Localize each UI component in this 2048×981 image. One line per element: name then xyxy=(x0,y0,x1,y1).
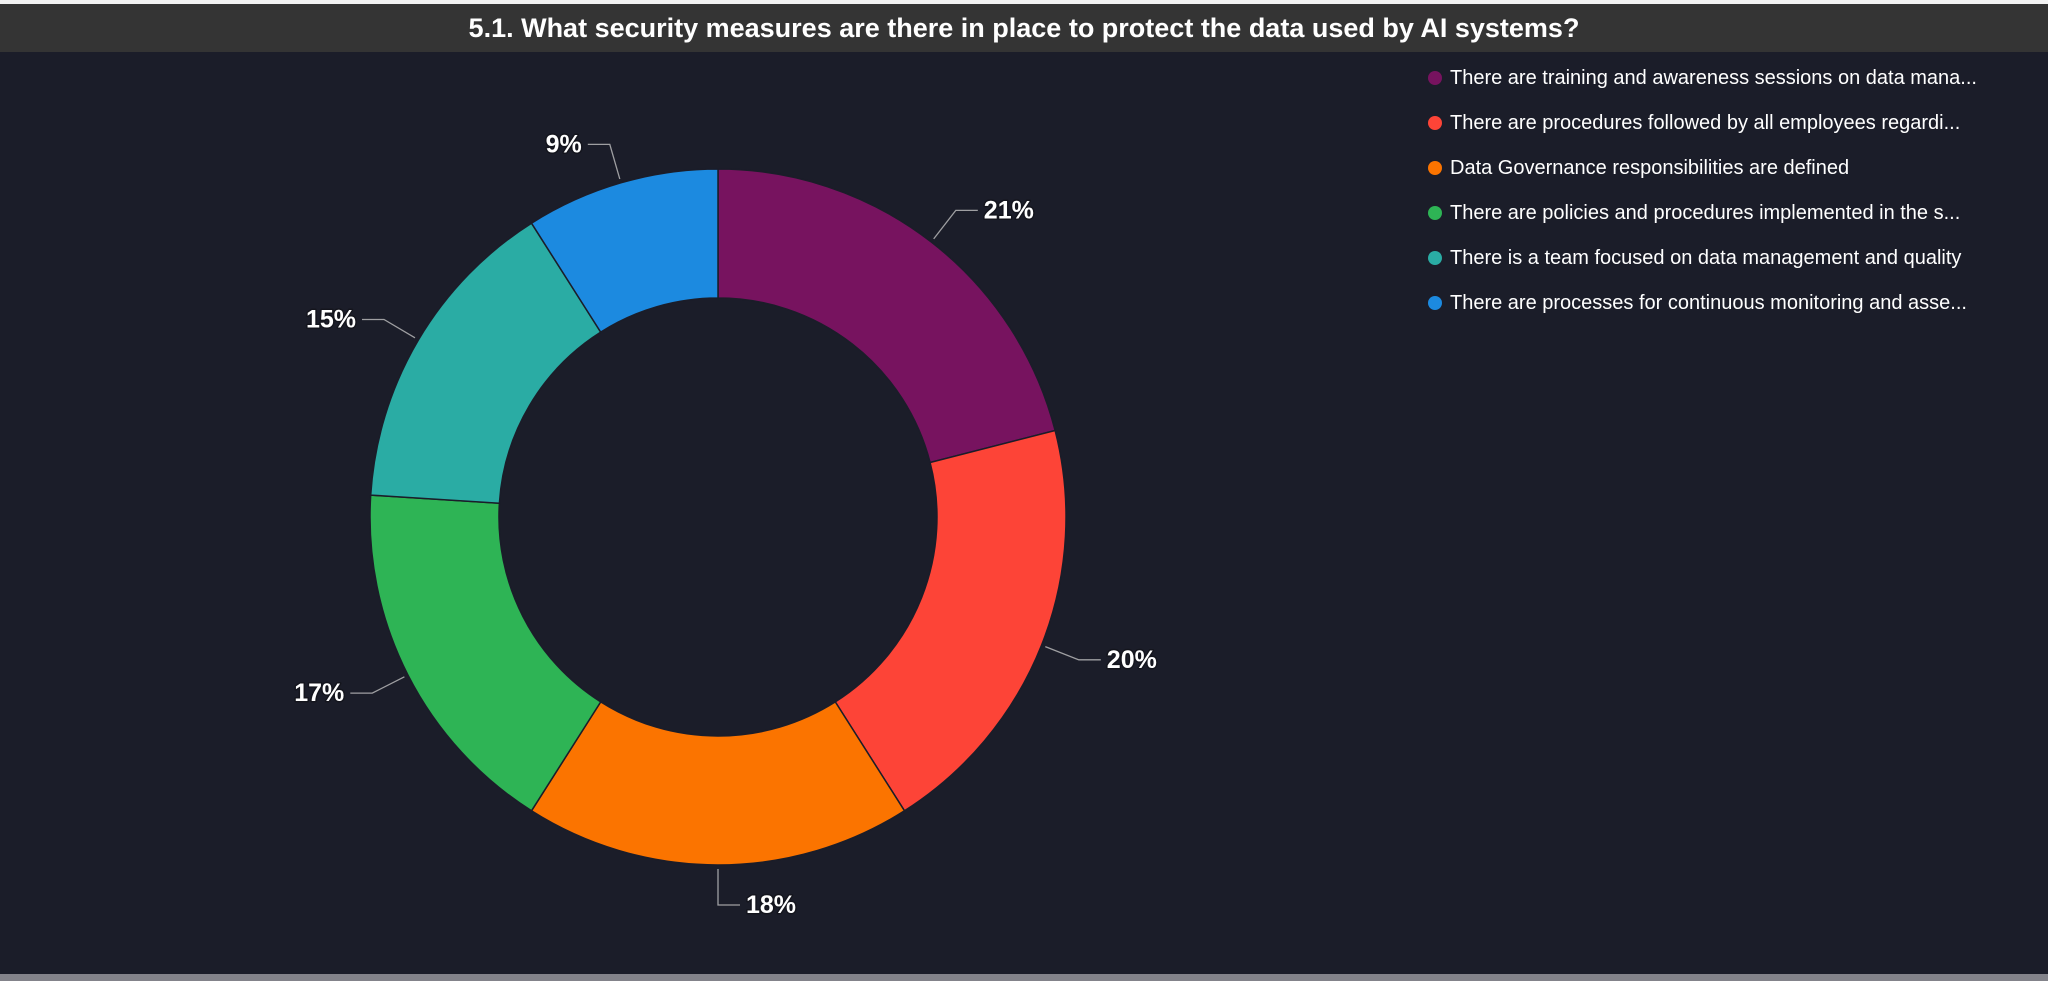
data-label: 21% xyxy=(984,196,1034,224)
chart-canvas: 21% 20% 18% 17% 15% 9% There are training and… xyxy=(0,52,2048,974)
window-top-edge xyxy=(0,0,2048,4)
legend-item-3[interactable]: There are policies and procedures implem… xyxy=(1428,202,2038,224)
legend-item-0[interactable]: There are training and awareness session… xyxy=(1428,67,2038,89)
label-leader-line xyxy=(350,676,405,694)
chart-legend: There are training and awareness session… xyxy=(1428,67,2038,337)
data-label: 15% xyxy=(306,306,356,334)
legend-color-dot xyxy=(1428,206,1442,220)
legend-label: There are processes for continuous monit… xyxy=(1450,291,1967,314)
label-leader-line xyxy=(362,318,416,339)
donut-slice-2[interactable] xyxy=(530,700,906,866)
donut-slice-4[interactable] xyxy=(369,222,602,504)
donut-slice-3[interactable] xyxy=(369,494,602,812)
legend-item-4[interactable]: There is a team focused on data manageme… xyxy=(1428,247,2038,269)
label-leader-line xyxy=(587,143,621,180)
data-label: 9% xyxy=(546,130,582,158)
legend-color-dot xyxy=(1428,161,1442,175)
donut-slice-5[interactable] xyxy=(530,168,719,334)
label-leader-line xyxy=(1045,645,1101,661)
label-leader-line xyxy=(717,869,740,906)
data-label: 18% xyxy=(746,891,796,919)
label-leader-line xyxy=(933,209,978,240)
legend-color-dot xyxy=(1428,251,1442,265)
data-label: 20% xyxy=(1107,646,1157,674)
data-label: 17% xyxy=(294,679,344,707)
legend-color-dot xyxy=(1428,296,1442,310)
legend-item-5[interactable]: There are processes for continuous monit… xyxy=(1428,292,2038,314)
legend-label: There are training and awareness session… xyxy=(1450,66,1977,89)
legend-label: There is a team focused on data manageme… xyxy=(1450,246,1962,269)
donut-chart: 21% 20% 18% 17% 15% 9% xyxy=(293,129,1159,921)
legend-label: Data Governance responsibilities are def… xyxy=(1450,156,1850,179)
legend-label: There are procedures followed by all emp… xyxy=(1450,111,1961,134)
legend-label: There are policies and procedures implem… xyxy=(1450,201,1961,224)
page-title: 5.1. What security measures are there in… xyxy=(468,12,1580,43)
donut-slice-1[interactable] xyxy=(834,429,1067,812)
legend-item-2[interactable]: Data Governance responsibilities are def… xyxy=(1428,157,2038,179)
visual-title-bar: 5.1. What security measures are there in… xyxy=(0,4,2048,52)
legend-color-dot xyxy=(1428,71,1442,85)
window-bottom-edge xyxy=(0,974,2048,981)
donut-slice-0[interactable] xyxy=(717,168,1057,464)
legend-color-dot xyxy=(1428,116,1442,130)
legend-item-1[interactable]: There are procedures followed by all emp… xyxy=(1428,112,2038,134)
